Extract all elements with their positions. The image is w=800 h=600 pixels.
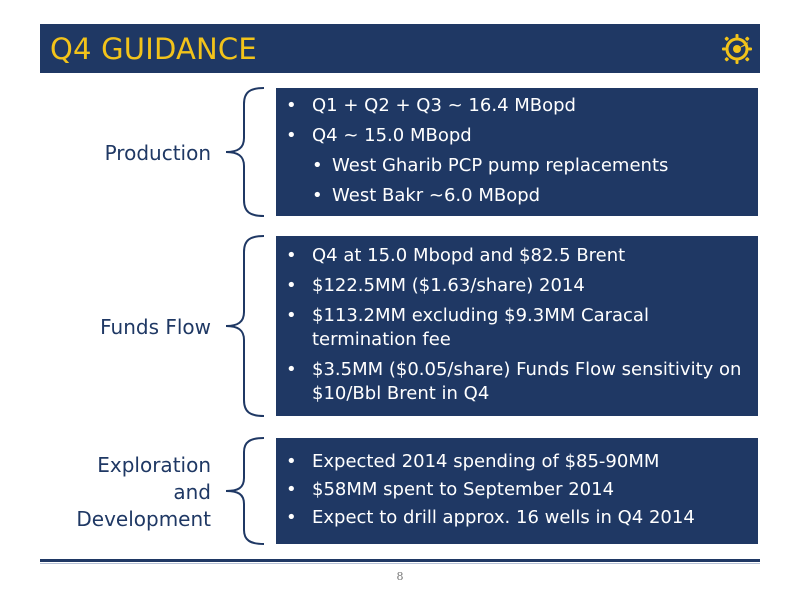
list-item: • Expected 2014 spending of $85-90MM xyxy=(286,451,660,472)
footer-divider xyxy=(40,559,760,562)
page-number: 8 xyxy=(396,570,404,583)
curly-brace-icon xyxy=(225,87,265,217)
section-label-line: Production xyxy=(104,141,211,165)
list-item: • Expect to drill approx. 16 wells in Q4 … xyxy=(286,507,695,528)
funds-flow-panel: • Q4 at 15.0 Mbopd and $82.5 Brent • $122.… xyxy=(276,236,758,416)
curly-brace-icon xyxy=(225,235,265,417)
list-item: • Q4 at 15.0 Mbopd and $82.5 Brent xyxy=(286,245,626,266)
list-item: • $58MM spent to September 2014 xyxy=(286,479,615,500)
production-panel: • Q1 + Q2 + Q3 ~ 16.4 MBopd • Q4 ~ 15.0 MB… xyxy=(276,88,758,216)
footer-divider-thin xyxy=(40,563,760,564)
list-item: • $3.5MM ($0.05/share) Funds Flow sensiti… xyxy=(286,359,742,404)
slide-title: Q4 GUIDANCE xyxy=(50,32,257,66)
gear-sun-logo-icon xyxy=(720,33,754,65)
section-label-line: and xyxy=(173,480,211,504)
section-label-funds-flow: Funds Flow xyxy=(100,314,211,341)
list-item: • Q1 + Q2 + Q3 ~ 16.4 MBopd xyxy=(286,95,576,116)
section-label-line: Exploration xyxy=(97,453,211,477)
list-item: • West Bakr ~6.0 MBopd xyxy=(312,185,541,206)
section-label-line: Funds Flow xyxy=(100,315,211,339)
list-item: • Q4 ~ 15.0 MBopd xyxy=(286,125,472,146)
list-item: • $122.5MM ($1.63/share) 2014 xyxy=(286,275,585,296)
section-label-production: Production xyxy=(105,140,211,167)
section-label-exploration-development: Exploration and Development xyxy=(76,452,211,533)
section-label-line: Development xyxy=(76,507,211,531)
curly-brace-icon xyxy=(225,437,265,545)
list-item: • West Gharib PCP pump replacements xyxy=(312,155,669,176)
slide-header: Q4 GUIDANCE xyxy=(40,24,760,73)
exploration-panel: • Expected 2014 spending of $85-90MM • $58… xyxy=(276,438,758,544)
list-item: • $113.2MM excluding $9.3MM Caracal termi… xyxy=(286,305,649,350)
